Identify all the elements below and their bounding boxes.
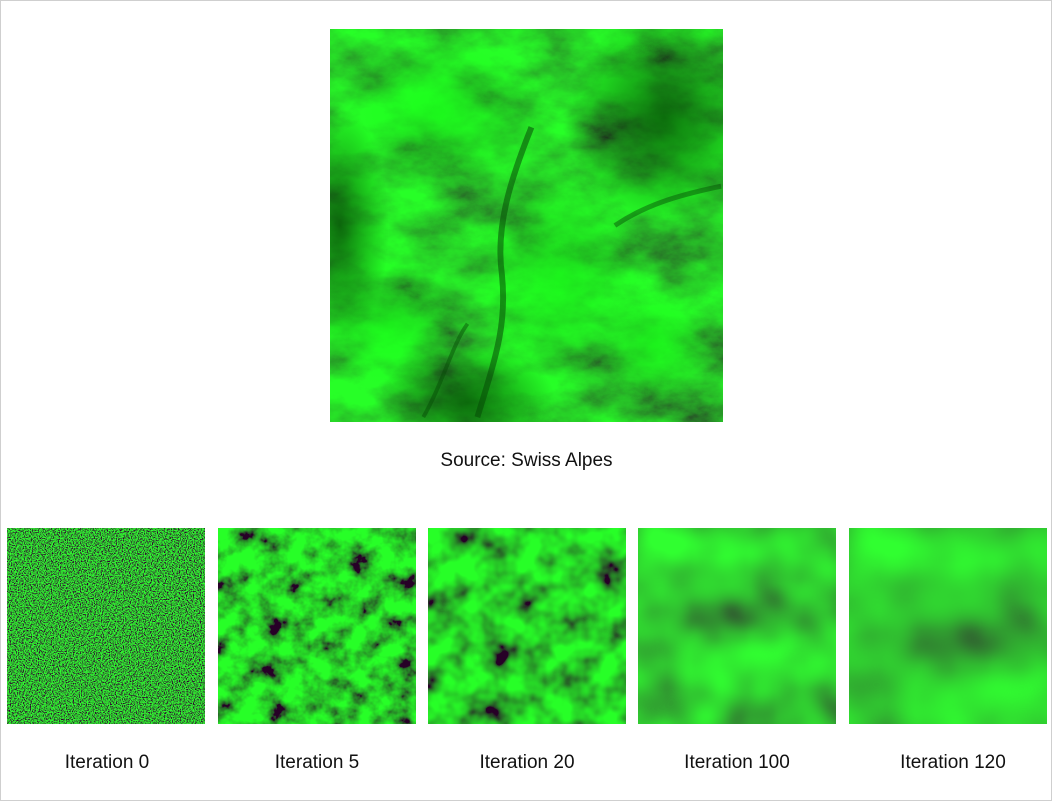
- iteration-0-caption: Iteration 0: [64, 752, 150, 773]
- iteration-5-graphic: [218, 528, 416, 724]
- iteration-100-graphic: [638, 528, 836, 724]
- source-heightmap-graphic: [330, 29, 723, 422]
- source-heightmap-image: [330, 29, 723, 422]
- source-caption: Source: Swiss Alpes: [440, 450, 613, 471]
- iteration-100-caption: Iteration 100: [684, 752, 790, 773]
- iteration-20-caption: Iteration 20: [479, 752, 575, 773]
- iteration-120-image: [849, 528, 1047, 724]
- iteration-120-graphic: [849, 528, 1047, 724]
- iteration-0-graphic: [7, 528, 205, 724]
- iteration-20-image: [428, 528, 626, 724]
- iteration-20-graphic: [428, 528, 626, 724]
- iteration-5-image: [218, 528, 416, 724]
- iteration-120-caption: Iteration 120: [900, 752, 1006, 773]
- iteration-5-caption: Iteration 5: [274, 752, 360, 773]
- iteration-100-image: [638, 528, 836, 724]
- iteration-0-image: [7, 528, 205, 724]
